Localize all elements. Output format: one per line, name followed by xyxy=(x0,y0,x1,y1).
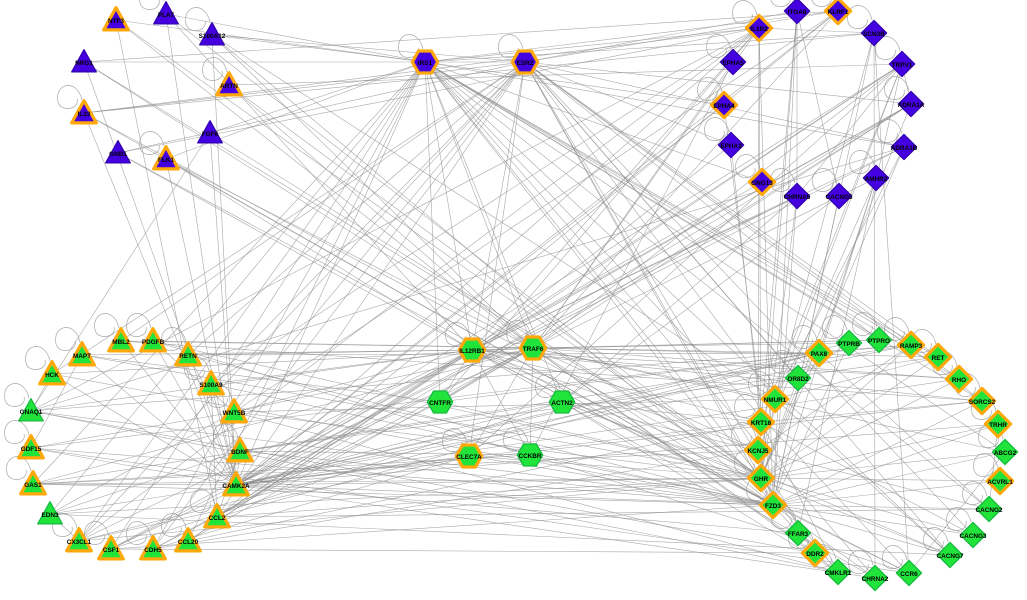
svg-text:BDNF: BDNF xyxy=(231,449,249,456)
svg-text:GNAQ1: GNAQ1 xyxy=(20,409,43,416)
svg-text:GDF15: GDF15 xyxy=(21,446,42,453)
svg-text:FFAR3: FFAR3 xyxy=(788,531,809,538)
svg-text:S100A9: S100A9 xyxy=(199,382,223,389)
svg-text:MAPT: MAPT xyxy=(73,353,91,360)
svg-text:CX3CL1: CX3CL1 xyxy=(67,539,92,546)
svg-text:ACTN2: ACTN2 xyxy=(551,400,573,407)
svg-text:NTF3: NTF3 xyxy=(108,18,124,25)
svg-text:ARTN: ARTN xyxy=(220,83,238,90)
svg-text:CCR6: CCR6 xyxy=(900,571,918,578)
svg-text:OR8D2: OR8D2 xyxy=(787,376,809,383)
svg-text:TRHR: TRHR xyxy=(989,422,1007,429)
svg-text:ITGA8: ITGA8 xyxy=(788,9,807,16)
svg-text:PTPRB: PTPRB xyxy=(838,341,860,348)
svg-text:KCNJ5: KCNJ5 xyxy=(748,448,769,455)
svg-text:EDN3: EDN3 xyxy=(41,512,58,519)
svg-text:FZD3: FZD3 xyxy=(765,503,781,510)
svg-text:S100A12: S100A12 xyxy=(199,33,226,40)
svg-text:KLRF1: KLRF1 xyxy=(828,9,849,16)
svg-text:IL12RB1: IL12RB1 xyxy=(459,348,485,355)
svg-text:NRG1: NRG1 xyxy=(75,60,93,67)
svg-text:IL1R2: IL1R2 xyxy=(750,26,768,33)
svg-text:DDR2: DDR2 xyxy=(806,551,824,558)
svg-text:SCN3B: SCN3B xyxy=(863,31,885,38)
svg-text:TRPV1: TRPV1 xyxy=(892,62,913,69)
svg-text:CSF1: CSF1 xyxy=(103,547,120,554)
svg-text:CCL2: CCL2 xyxy=(209,515,226,522)
svg-text:TRAF6: TRAF6 xyxy=(523,346,544,353)
svg-text:CHRNA5: CHRNA5 xyxy=(784,194,811,201)
svg-text:CACNG2: CACNG2 xyxy=(976,507,1003,514)
svg-text:GAS1: GAS1 xyxy=(24,482,42,489)
svg-text:PAX8: PAX8 xyxy=(811,351,828,358)
svg-text:IRS1: IRS1 xyxy=(418,60,433,67)
svg-text:GNB1: GNB1 xyxy=(109,151,127,158)
svg-text:PLAT: PLAT xyxy=(158,12,174,19)
svg-text:EPHA3: EPHA3 xyxy=(720,143,742,150)
svg-text:ESR2: ESR2 xyxy=(517,60,534,67)
svg-text:RAMP3: RAMP3 xyxy=(900,343,923,350)
svg-text:CACNG7: CACNG7 xyxy=(937,553,964,560)
svg-text:RET: RET xyxy=(932,355,945,362)
svg-text:EPHA5: EPHA5 xyxy=(722,60,744,67)
svg-text:CMKLR1: CMKLR1 xyxy=(825,570,852,577)
svg-text:CCL20: CCL20 xyxy=(178,539,199,546)
svg-text:CDH5: CDH5 xyxy=(144,547,162,554)
svg-text:CACNG3: CACNG3 xyxy=(960,533,987,540)
svg-text:ABCG2: ABCG2 xyxy=(994,450,1017,457)
svg-text:GHR: GHR xyxy=(754,476,769,483)
svg-text:GNG13: GNG13 xyxy=(751,180,773,187)
svg-text:ACVRL1: ACVRL1 xyxy=(987,479,1013,486)
svg-text:PDGFB: PDGFB xyxy=(142,339,165,346)
svg-text:CACNG5: CACNG5 xyxy=(826,194,853,201)
svg-text:FLK1: FLK1 xyxy=(158,157,174,164)
svg-text:AMHR2: AMHR2 xyxy=(865,176,888,183)
svg-text:IL33: IL33 xyxy=(78,111,91,118)
svg-text:CAMK2A: CAMK2A xyxy=(222,483,250,490)
svg-text:SORCS2: SORCS2 xyxy=(969,399,996,406)
svg-text:WNT5B: WNT5B xyxy=(223,410,246,417)
svg-text:RETN: RETN xyxy=(179,353,197,360)
svg-text:FGF6: FGF6 xyxy=(202,131,219,138)
svg-text:ADRA1B: ADRA1B xyxy=(891,145,918,152)
svg-text:PTPRO: PTPRO xyxy=(868,338,890,345)
svg-text:EPHA4: EPHA4 xyxy=(713,103,735,110)
svg-text:CNTFR: CNTFR xyxy=(429,400,451,407)
svg-text:RHO: RHO xyxy=(952,377,966,384)
svg-text:CLEC7A: CLEC7A xyxy=(456,454,482,461)
svg-text:KRT18: KRT18 xyxy=(751,420,772,427)
svg-text:MBL2: MBL2 xyxy=(112,339,130,346)
svg-text:CCKBR: CCKBR xyxy=(518,453,541,460)
svg-text:ADRA1A: ADRA1A xyxy=(898,102,925,109)
svg-text:HCK: HCK xyxy=(45,372,59,379)
svg-text:NMUR1: NMUR1 xyxy=(764,397,787,404)
svg-text:CHRNA2: CHRNA2 xyxy=(862,576,889,583)
